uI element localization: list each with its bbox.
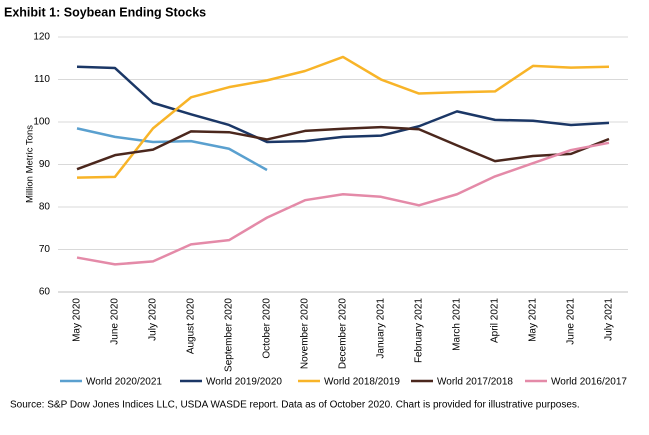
x-tick-label: October 2020 [262,298,273,359]
y-tick-label: 120 [33,32,50,43]
x-tick-label: November 2020 [300,298,311,370]
x-tick-label: May 2021 [528,298,539,342]
x-tick-label: December 2020 [338,298,349,370]
x-tick-label: August 2020 [186,298,197,355]
x-tick-label: March 2021 [452,298,463,351]
y-tick-label: 90 [39,159,51,170]
legend-label: World 2019/2020 [206,377,282,388]
legend-label: World 2018/2019 [324,377,400,388]
series-line [76,65,610,144]
y-tick-label: 60 [39,287,51,298]
series-line [76,125,610,171]
legend-label: World 2017/2018 [437,377,513,388]
x-tick-label: June 2021 [566,298,577,345]
x-tick-label: January 2021 [376,298,387,359]
y-axis-label: Million Metric Tons [25,125,36,203]
y-tick-label: 110 [34,74,50,85]
y-tick-label: 80 [39,202,51,213]
x-tick-label: April 2021 [490,298,501,343]
x-tick-label: July 2021 [604,298,615,341]
x-tick-label: February 2021 [414,298,425,363]
x-tick-label: May 2020 [72,298,83,342]
x-tick-label: June 2020 [110,298,121,345]
y-tick-label: 100 [33,117,50,128]
chart-title: Exhibit 1: Soybean Ending Stocks [4,5,206,19]
y-tick-label: 70 [39,244,51,255]
x-tick-label: July 2020 [148,298,159,341]
legend-label: World 2016/2017 [551,377,627,388]
legend-label: World 2020/2021 [86,377,162,388]
series-line [76,141,610,266]
source-note: Source: S&P Dow Jones Indices LLC, USDA … [10,400,580,411]
x-tick-label: September 2020 [224,298,235,372]
series-line [76,55,610,179]
